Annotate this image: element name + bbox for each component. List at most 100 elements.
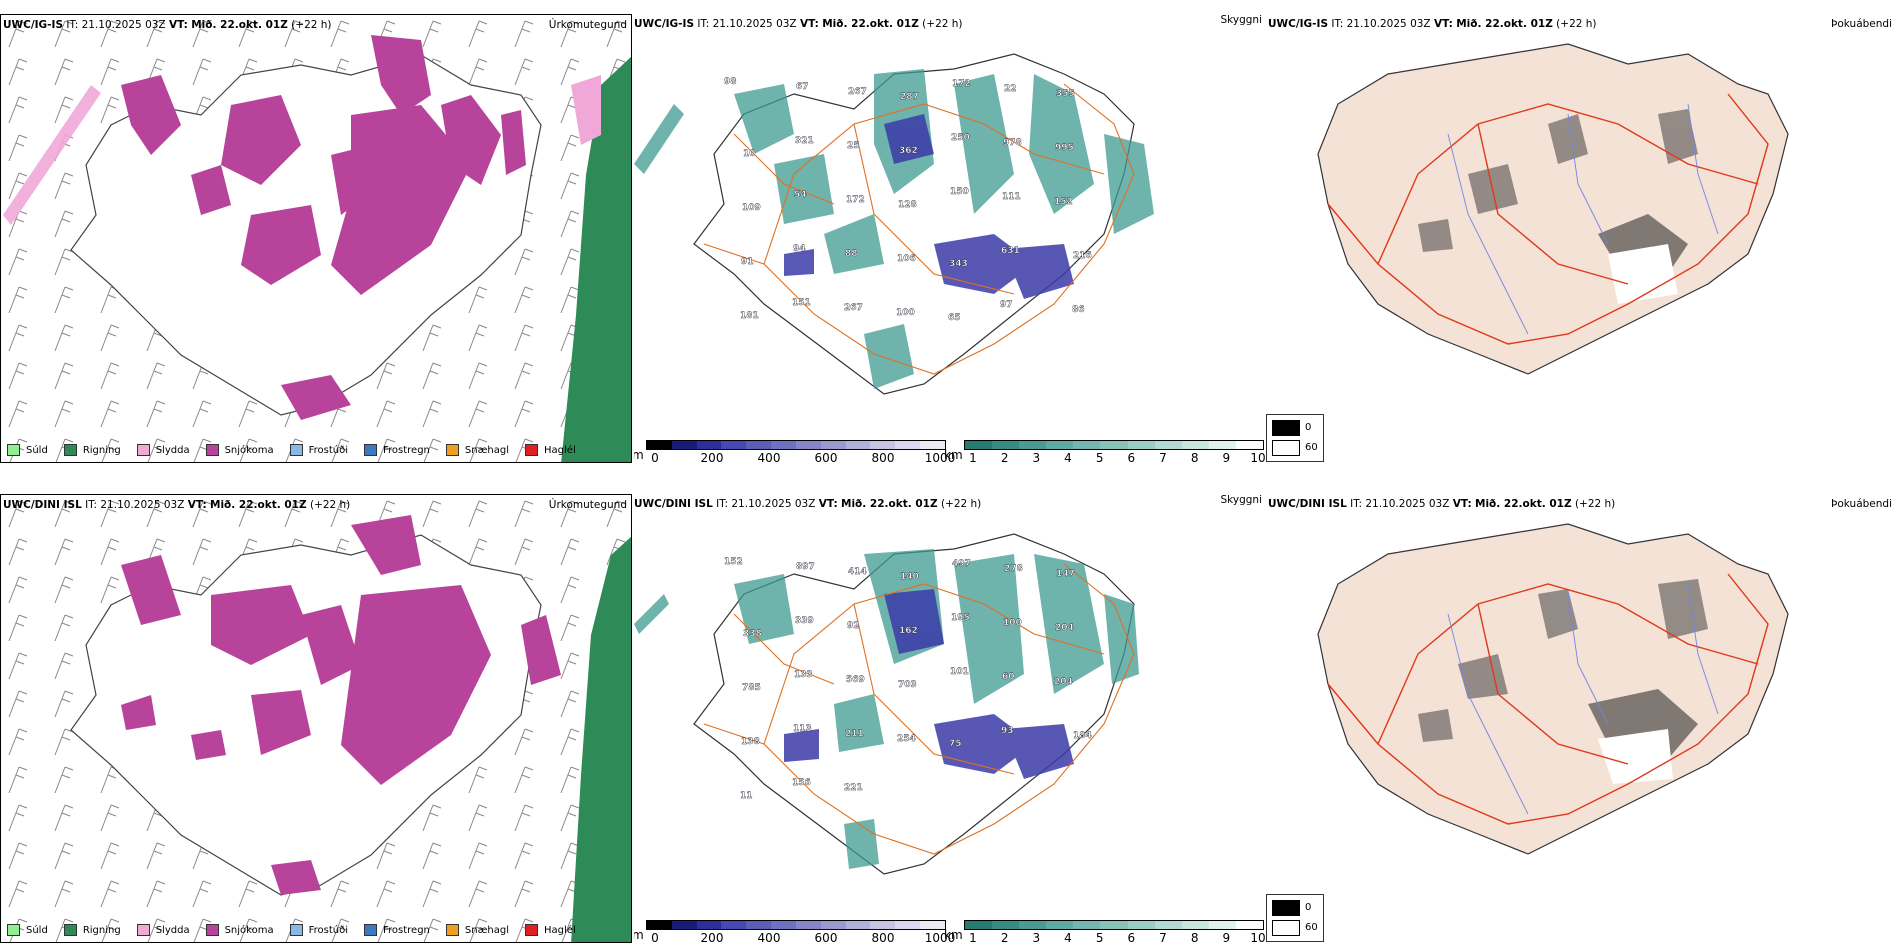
- mountain-height-label: 152: [1054, 197, 1073, 207]
- fog-index-panel: UWC/IG-IS IT: 21.10.2025 03Z VT: Mið. 22…: [1268, 14, 1900, 463]
- colorbar-cell: [1100, 921, 1128, 929]
- fog-legend-swatch: [1272, 900, 1300, 916]
- mountain-height-label: 101: [950, 667, 969, 677]
- precip-type-panel: UWC/DINI ISL IT: 21.10.2025 03Z VT: Mið.…: [0, 494, 632, 943]
- colorbar-cell: [965, 921, 993, 929]
- iceland-outline: [1317, 523, 1789, 855]
- mountain-height-label: 151: [792, 298, 811, 308]
- it-label: IT:: [716, 498, 729, 510]
- precip-type-map[interactable]: [1, 15, 632, 463]
- legend-swatch: [136, 444, 150, 456]
- colorbar-unit: m: [634, 928, 644, 942]
- legend-item-0: Súld: [7, 924, 48, 936]
- it-label: IT:: [697, 18, 710, 30]
- mountain-height-label: 94: [793, 244, 806, 254]
- rain-area: [561, 56, 631, 462]
- legend-item-6: Snæhagl: [445, 924, 509, 936]
- vt-label: VT:: [1433, 18, 1453, 30]
- legend-item-0: Súld: [7, 444, 48, 456]
- mountain-height-label: 355: [1056, 89, 1075, 99]
- legend-item-1: Rigning: [63, 444, 121, 456]
- vt-value: Mið. 22.okt. 01Z: [1475, 498, 1572, 510]
- colorbar-tick: 3: [1032, 931, 1041, 943]
- legend-swatch: [7, 444, 20, 456]
- colorbar-tick: 200: [700, 451, 724, 463]
- mountain-height-label: 414: [848, 567, 867, 577]
- mountain-height-label: 22: [1004, 84, 1017, 94]
- mountain-height-label: 138: [741, 737, 760, 747]
- legend-item-3: Snjókoma: [205, 444, 274, 456]
- vt-value: Mið. 22.okt. 01Z: [1456, 18, 1553, 30]
- road-network: [1327, 93, 1769, 345]
- colorbar-tick: 8: [1190, 451, 1199, 463]
- colorbar-tick: 1000: [924, 451, 956, 463]
- colorbar-tick: 8: [1190, 931, 1199, 943]
- mountain-height-label: 111: [1002, 192, 1021, 202]
- colorbar-cell: [920, 441, 945, 449]
- lead-time: (+22 h): [940, 498, 982, 510]
- rivers: [1447, 583, 1719, 815]
- colorbar-tick: 400: [757, 931, 781, 943]
- mountain-height-label: 25: [847, 141, 860, 151]
- fog-legend-label: 60: [1305, 922, 1318, 933]
- fog-index-map[interactable]: [1268, 14, 1900, 463]
- colorbar-cell: [671, 921, 697, 929]
- colorbar-cell: [820, 441, 846, 449]
- mountain-height-label: 150: [950, 187, 969, 197]
- colorbar-tick: 2: [1000, 931, 1009, 943]
- vt-value: Mið. 22.okt. 01Z: [191, 19, 288, 31]
- panel-header: UWC/DINI ISL IT: 21.10.2025 03Z VT: Mið.…: [634, 498, 981, 510]
- precip-type-map[interactable]: [1, 495, 632, 943]
- colorbar-cell: [992, 921, 1020, 929]
- colorbar-unit: km: [944, 448, 963, 462]
- colorbar-cell: [795, 921, 821, 929]
- vt-label: VT:: [799, 18, 819, 30]
- colorbar-cell: [1046, 921, 1074, 929]
- mountain-height-label: 897: [796, 562, 815, 572]
- colorbar-cell: [992, 441, 1020, 449]
- mountain-height-label: 140: [900, 572, 919, 582]
- colorbar-unit: m: [634, 448, 644, 462]
- mountain-height-label: 92: [847, 621, 860, 631]
- mountain-labels: 98 67 267 287 172 22 355 10 321 25 362 250 978 995 109…: [724, 77, 1092, 323]
- legend-item-5: Frostregn: [364, 444, 430, 456]
- model-name: UWC/DINI ISL: [634, 498, 713, 510]
- colorbar-tick: 0: [651, 451, 659, 463]
- vt-value: Mið. 22.okt. 01Z: [210, 499, 307, 511]
- mountain-height-label: 339: [795, 616, 814, 626]
- colorbar-cell: [895, 441, 921, 449]
- colorbar-tick: 4: [1064, 451, 1072, 463]
- mountain-height-label: 60: [1002, 672, 1015, 682]
- mountain-height-label: 113: [793, 724, 812, 734]
- colorbar-cells: [964, 920, 1264, 930]
- colorbar-tick: 5: [1095, 451, 1104, 463]
- colorbar-cell: [746, 921, 772, 929]
- it-label: IT:: [1350, 498, 1363, 510]
- mountain-height-label: 106: [897, 254, 916, 264]
- colorbar-cell: [696, 441, 722, 449]
- mountain-height-label: 216: [1073, 251, 1092, 261]
- vt-label: VT:: [1452, 498, 1472, 510]
- mountain-height-label: 338: [743, 629, 762, 639]
- colorbar-cell: [895, 921, 921, 929]
- rivers: [1447, 103, 1719, 335]
- legend-swatch: [289, 924, 303, 936]
- legend-item-5: Frostregn: [364, 924, 430, 936]
- mountain-height-label: 162: [899, 626, 918, 636]
- legend-swatch: [445, 444, 459, 456]
- colorbar-cell: [1019, 441, 1047, 449]
- legend-item-2: Slydda: [136, 444, 190, 456]
- mountain-height-label: 67: [796, 82, 809, 92]
- lead-time: (+22 h): [922, 18, 963, 30]
- colorbar-tick: 1000: [924, 931, 956, 943]
- fog-legend-label: 0: [1305, 422, 1312, 433]
- vt-label: VT:: [818, 498, 838, 510]
- visibility-colorbar: 1 2 3 4 5 6 7 8 9 10 km: [944, 440, 1266, 463]
- fog-index-map[interactable]: [1268, 494, 1900, 943]
- fog-legend-swatch: [1272, 440, 1300, 456]
- panel-title: Skyggni: [1220, 14, 1263, 26]
- colorbar-cell: [1208, 921, 1236, 929]
- colorbar-tick: 7: [1159, 931, 1167, 943]
